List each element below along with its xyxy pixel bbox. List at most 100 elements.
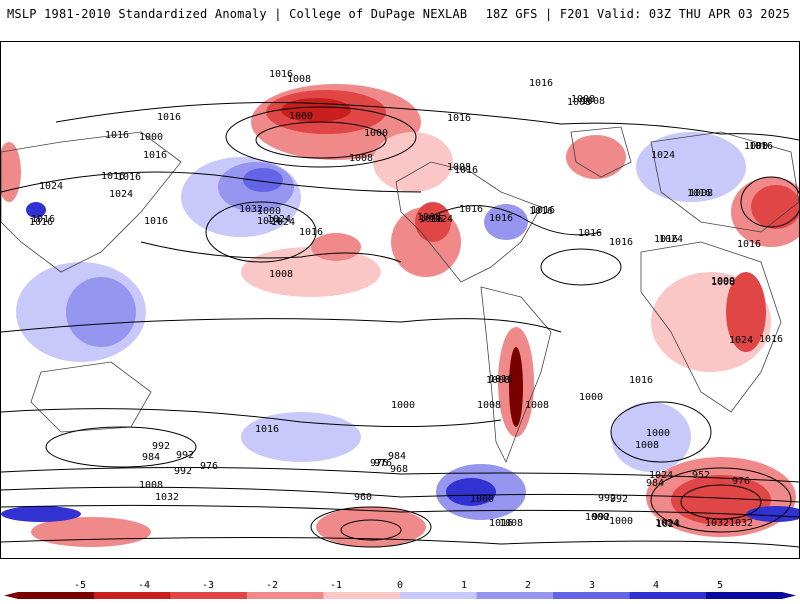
contour-label: 1016	[749, 141, 773, 152]
contour-label: 1016	[299, 227, 323, 238]
shade-south-pacific	[241, 412, 361, 462]
colorbar-bin	[170, 592, 248, 599]
contour-label: 1016	[529, 78, 553, 89]
shade-se-asia-mid	[66, 277, 136, 347]
colorbar-tick-label: 3	[589, 580, 595, 591]
coastlines	[1, 126, 799, 463]
colorbar-tick-label: -3	[202, 580, 214, 591]
contour-label: 1016	[157, 112, 181, 123]
colorbar-tick-label: -5	[74, 580, 86, 591]
colorbar-tick-label: 0	[397, 580, 403, 591]
contour-label: 1016	[489, 213, 513, 224]
colorbar: -5 -4 -3 -2 -1 0 1 2 3 4 5	[0, 578, 800, 600]
contour-label: 1008	[486, 375, 510, 386]
isobar-south-1016	[1, 408, 502, 428]
colorbar-tick-label: -1	[330, 580, 342, 591]
contour-label: 1016	[269, 69, 293, 80]
isobar-indian-low	[650, 467, 792, 533]
contour-label: 1016	[419, 214, 443, 225]
shade-nw-pacific-core	[243, 168, 283, 192]
shade-japan-sea	[26, 202, 46, 218]
colorbar-bin	[476, 592, 553, 599]
contour-label: 1016	[143, 150, 167, 161]
isobar-bermuda-high	[540, 248, 622, 286]
contour-label: 1016	[654, 234, 678, 245]
anomaly-map: 1016 1008 1016 1000 1016 1000 1016 1016 1016 1008…	[0, 41, 800, 559]
shade-east-africa	[726, 272, 766, 352]
colorbar-svg: -5 -4 -3 -2 -1 0 1 2 3 4 5	[4, 580, 796, 599]
contour-label: 984	[388, 451, 406, 462]
colorbar-min-arrow	[4, 592, 18, 599]
isobar-south-high-1024	[45, 426, 197, 468]
asia-outline	[1, 131, 182, 273]
shade-antarctic-east	[746, 506, 799, 522]
south-america-outline	[480, 286, 552, 463]
isobar-us-1016	[420, 205, 602, 236]
contour-label: 1016	[447, 113, 471, 124]
shade-gulf-alaska	[373, 132, 453, 192]
isobar-tropics-1008	[1, 318, 562, 333]
contour-label: 1008	[711, 277, 735, 288]
shade-south-pacific-low	[316, 507, 426, 547]
colorbar-bin	[323, 592, 400, 599]
contour-label: 1016	[531, 205, 555, 216]
colorbar-bin	[18, 592, 95, 599]
contour-label: 992	[610, 494, 628, 505]
contour-label: 1016	[629, 375, 653, 386]
isobar-siberia-low	[740, 176, 799, 228]
contour-label: 1024	[257, 216, 281, 227]
colorbar-tick-label: 2	[525, 580, 531, 591]
isobars	[1, 101, 799, 548]
contour-label: 1016	[105, 130, 129, 141]
contour-label: 1008	[417, 212, 441, 223]
contour-label: 992	[176, 450, 194, 461]
contour-label: 952	[692, 470, 710, 481]
contour-label: 1008	[447, 162, 471, 173]
contour-label: 1024	[109, 189, 133, 200]
contour-label: 1016	[29, 217, 53, 228]
contour-label: 1000	[579, 392, 603, 403]
shade-siberia-core	[751, 185, 799, 229]
isobar-atlantic-high	[610, 401, 712, 463]
contour-label: 1032	[155, 492, 179, 503]
contour-label: 1024	[267, 214, 291, 225]
isobar-high-1032	[205, 201, 317, 263]
contour-label: 1000	[711, 276, 735, 287]
contour-label: 1024	[655, 518, 679, 529]
colorbar-bin	[552, 592, 630, 599]
shade-antarctic-west	[1, 506, 81, 522]
contour-label: 1000	[391, 400, 415, 411]
contour-label: 1000	[364, 128, 388, 139]
isobar-low-968	[310, 506, 432, 548]
contour-label: 1016	[737, 239, 761, 250]
shade-north-atlantic	[636, 132, 746, 202]
contour-label: 1032	[239, 204, 263, 215]
colorbar-bin	[705, 592, 782, 599]
colorbar-tick-label: -4	[138, 580, 150, 591]
shade-andes-core	[509, 347, 523, 427]
contour-label: 1008	[349, 153, 373, 164]
africa-outline	[640, 241, 782, 413]
contour-label: 984	[646, 478, 664, 489]
contour-label: 1008	[571, 94, 595, 105]
isobar-low-960	[340, 519, 402, 541]
contour-label: 1032	[729, 518, 753, 529]
contour-label: 1016	[759, 334, 783, 345]
contour-label: 1016	[31, 214, 55, 225]
contour-label: 1000	[585, 512, 609, 523]
map-title: MSLP 1981-2010 Standardized Anomaly | Co…	[7, 7, 468, 21]
contour-label: 1008	[581, 96, 605, 107]
contour-label: 992	[598, 493, 616, 504]
contour-label: 1008	[567, 97, 591, 108]
europe-outline	[650, 131, 799, 233]
contour-label: 1000	[646, 428, 670, 439]
contour-label: 976	[732, 476, 750, 487]
shade-west-edge	[1, 142, 21, 202]
isobar-aleutian-outer	[225, 106, 417, 168]
colorbar-max-arrow	[782, 592, 796, 599]
shade-labrador	[566, 135, 626, 179]
contour-label: 1008	[139, 480, 163, 491]
shade-drake-core	[446, 478, 496, 506]
